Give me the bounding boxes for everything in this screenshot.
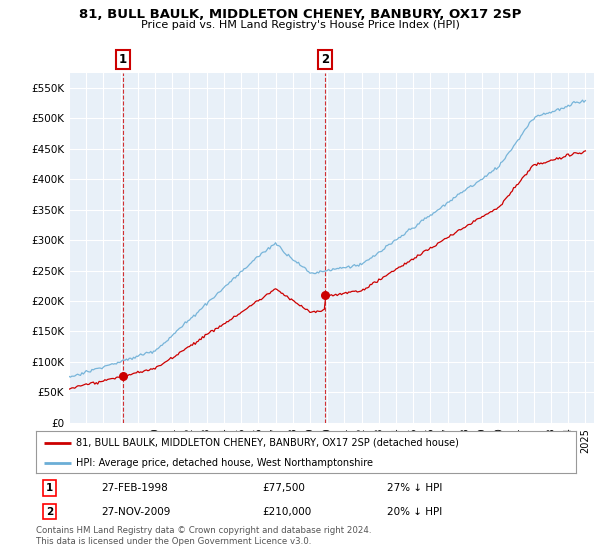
Text: 27-NOV-2009: 27-NOV-2009: [101, 507, 170, 517]
Text: 2: 2: [46, 507, 53, 517]
Text: 81, BULL BAULK, MIDDLETON CHENEY, BANBURY, OX17 2SP (detached house): 81, BULL BAULK, MIDDLETON CHENEY, BANBUR…: [77, 438, 460, 448]
Point: [320, 291, 330, 300]
Text: 27-FEB-1998: 27-FEB-1998: [101, 483, 167, 493]
Text: £210,000: £210,000: [263, 507, 312, 517]
Text: 1: 1: [119, 53, 127, 66]
Text: Contains HM Land Registry data © Crown copyright and database right 2024.
This d: Contains HM Land Registry data © Crown c…: [36, 526, 371, 546]
Text: 81, BULL BAULK, MIDDLETON CHENEY, BANBURY, OX17 2SP: 81, BULL BAULK, MIDDLETON CHENEY, BANBUR…: [79, 8, 521, 21]
Point: [118, 371, 128, 380]
Text: HPI: Average price, detached house, West Northamptonshire: HPI: Average price, detached house, West…: [77, 458, 373, 468]
Text: 2: 2: [322, 53, 329, 66]
Text: 27% ↓ HPI: 27% ↓ HPI: [387, 483, 442, 493]
Text: 20% ↓ HPI: 20% ↓ HPI: [387, 507, 442, 517]
Text: 1: 1: [46, 483, 53, 493]
Text: Price paid vs. HM Land Registry's House Price Index (HPI): Price paid vs. HM Land Registry's House …: [140, 20, 460, 30]
Text: £77,500: £77,500: [263, 483, 305, 493]
